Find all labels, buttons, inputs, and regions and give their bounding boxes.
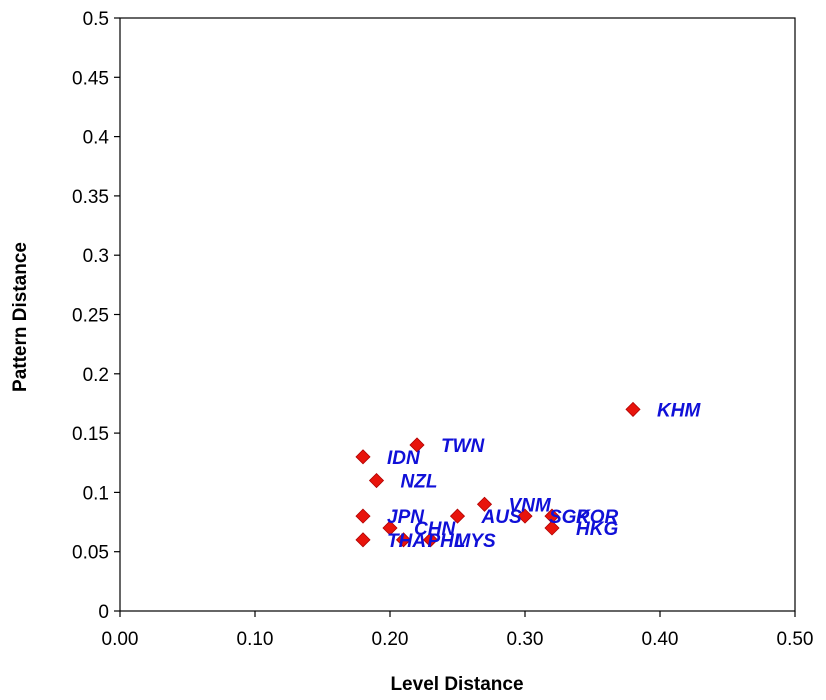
y-tick-label: 0.35 xyxy=(72,187,109,208)
x-tick-label: 0.10 xyxy=(237,629,274,650)
x-tick-label: 0.00 xyxy=(102,629,139,650)
data-point-chn xyxy=(382,520,398,536)
y-tick-label: 0.25 xyxy=(72,306,109,327)
point-label-khm: KHM xyxy=(657,400,701,421)
data-point-mys xyxy=(422,532,439,548)
data-points xyxy=(355,401,641,548)
data-point-tha xyxy=(355,532,371,548)
x-tick-label: 0.40 xyxy=(642,629,679,650)
data-point-vnm xyxy=(476,496,493,512)
point-label-idn: IDN xyxy=(387,448,421,469)
y-tick-label: 0.4 xyxy=(83,128,110,149)
point-label-phl: PHL xyxy=(428,531,466,552)
y-axis-title: Pattern Distance xyxy=(10,242,31,392)
data-point-sgp xyxy=(517,508,533,524)
point-label-mys: MYS xyxy=(455,531,497,552)
x-axis: 0.00 0.10 0.20 0.30 0.40 0.50 xyxy=(102,611,814,650)
y-tick-label: 0.1 xyxy=(83,483,109,504)
data-point-aus xyxy=(449,508,466,524)
x-tick-label: 0.20 xyxy=(372,629,409,650)
data-point-hkg xyxy=(544,520,560,536)
data-point-idn xyxy=(355,449,371,465)
point-label-hkg: HKG xyxy=(576,519,618,540)
point-label-twn: TWN xyxy=(441,436,486,457)
point-label-chn: CHN xyxy=(414,519,456,540)
point-label-aus: AUS xyxy=(481,507,522,528)
data-point-nzl xyxy=(368,472,385,489)
y-axis: 0 0.05 0.1 0.15 0.2 0.25 0.3 0.35 0.4 0.45 0.5 xyxy=(72,9,120,623)
point-label-jpn: JPN xyxy=(387,507,425,528)
point-label-vnm: VNM xyxy=(509,495,552,516)
point-label-tha: THA xyxy=(387,531,426,552)
y-tick-label: 0 xyxy=(98,602,109,623)
y-tick-label: 0.5 xyxy=(83,9,109,30)
x-axis-title: Level Distance xyxy=(390,674,523,695)
data-point-jpn xyxy=(355,508,371,524)
x-tick-label: 0.50 xyxy=(777,629,814,650)
point-label-sgp: SGP xyxy=(549,507,589,528)
data-point-twn xyxy=(409,437,425,453)
data-point-phl xyxy=(395,532,412,548)
point-label-nzl: NZL xyxy=(401,472,438,493)
point-label-kor: KOR xyxy=(576,507,619,528)
x-tick-label: 0.30 xyxy=(507,629,544,650)
y-tick-label: 0.05 xyxy=(72,543,109,564)
y-tick-label: 0.15 xyxy=(72,424,109,445)
y-tick-label: 0.2 xyxy=(83,365,109,386)
y-tick-label: 0.45 xyxy=(72,68,109,89)
y-tick-label: 0.3 xyxy=(83,246,109,267)
data-point-khm xyxy=(625,401,641,417)
